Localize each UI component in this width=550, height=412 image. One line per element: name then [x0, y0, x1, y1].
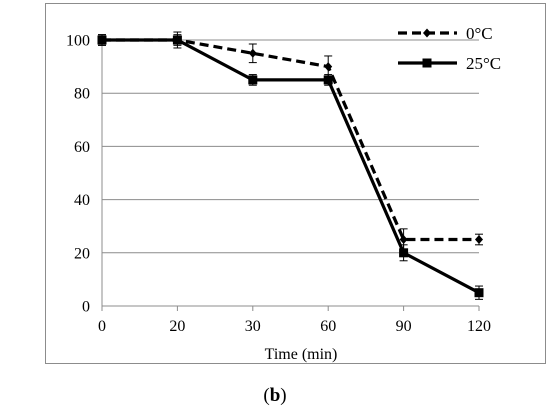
legend-marker [422, 58, 432, 68]
x-tick-labels: 0 20 30 60 90 120 [98, 318, 491, 335]
data-point [97, 35, 107, 45]
legend-marker [423, 28, 431, 38]
y-tick-label: 60 [74, 139, 90, 156]
x-axis-label: Time (min) [265, 346, 338, 363]
caption-letter: b [270, 385, 281, 406]
data-point [248, 48, 257, 58]
y-tick-label: 20 [74, 245, 90, 262]
data-series [97, 31, 484, 300]
chart-border [45, 3, 546, 364]
data-point [172, 35, 182, 45]
x-tick-label: 120 [467, 318, 491, 335]
data-point [474, 288, 484, 298]
figure-caption: (b) [263, 385, 286, 406]
legend-entry: 25°C [398, 54, 501, 73]
axes [101, 40, 480, 311]
caption-close-paren: ) [280, 385, 286, 406]
x-tick-label: 0 [98, 318, 106, 335]
y-tick-label: 100 [66, 33, 90, 50]
caption-open-paren: ( [263, 385, 269, 406]
legend-label: 25°C [466, 54, 501, 73]
legend: 0°C 25°C [398, 24, 501, 73]
y-tick-label: 80 [74, 86, 90, 103]
series-solid [97, 31, 484, 300]
data-point [399, 248, 409, 258]
data-point [399, 235, 408, 244]
y-tick-labels: 0 20 40 60 80 100 [66, 33, 90, 316]
series-line [102, 38, 480, 295]
data-point [323, 75, 333, 85]
data-point [248, 75, 258, 85]
legend-entry: 0°C [398, 24, 493, 43]
x-tick-label: 30 [245, 318, 261, 335]
legend-label: 0°C [466, 24, 493, 43]
data-point [324, 62, 333, 72]
x-tick-label: 60 [320, 318, 336, 335]
y-tick-label: 0 [82, 299, 90, 316]
data-point [475, 235, 483, 244]
y-tick-label: 40 [74, 192, 90, 209]
x-tick-label: 20 [169, 318, 185, 335]
x-tick-label: 90 [396, 318, 412, 335]
